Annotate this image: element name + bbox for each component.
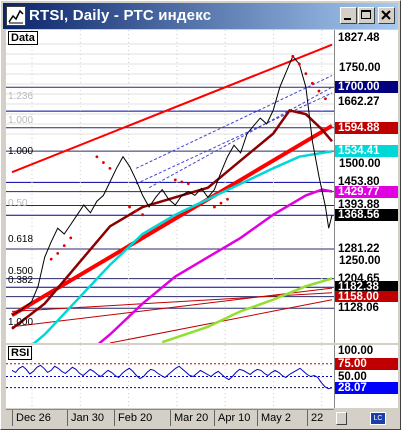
rsi-panel[interactable]: RSI xyxy=(6,345,334,408)
price-level-chip: 1700.00 xyxy=(335,81,398,94)
rsi-level-chip: 50.00 xyxy=(335,370,398,383)
lc-button[interactable]: LC xyxy=(370,412,386,425)
fib-level-label: 0.500 xyxy=(8,265,34,277)
sar-dot xyxy=(102,161,105,164)
time-tick-mark xyxy=(114,410,115,426)
sar-dot xyxy=(311,81,314,85)
time-tick-label: Jan 30 xyxy=(71,412,105,424)
rsi-axis: 100.00 75.00 50.00 28.07 xyxy=(334,345,398,408)
channel-line-inner-upper xyxy=(135,75,333,169)
price-level-chip: 1662.27 xyxy=(335,95,398,108)
time-tick-label: Dec 26 xyxy=(16,412,51,424)
price-axis: 1827.48 1700.00 1662.27 1594.88 1534.41 1453.… xyxy=(334,30,398,343)
title-bar[interactable]: RTSI, Daily - РТС индекс xyxy=(3,3,398,29)
maximize-button[interactable] xyxy=(358,7,375,24)
sar-dot xyxy=(56,251,60,255)
time-tick-label: May 2 xyxy=(261,412,291,424)
sar-dot xyxy=(95,155,99,159)
price-level-chip: 1429.77 xyxy=(335,185,398,198)
axis-corner: LC xyxy=(334,409,398,427)
sar-dot xyxy=(108,166,112,170)
moving-average-line xyxy=(32,150,333,343)
rsi-line xyxy=(11,364,333,390)
sar-dot xyxy=(297,62,301,66)
data-panel-label: Data xyxy=(8,31,38,45)
close-button[interactable] xyxy=(378,7,395,24)
fan-line xyxy=(11,292,333,312)
minimize-icon xyxy=(344,18,351,20)
time-tick-mark xyxy=(214,410,215,426)
time-tick-mark xyxy=(12,410,13,426)
price-level-chip: 1534.41 xyxy=(335,145,398,158)
time-tick-label: 22 xyxy=(311,412,324,424)
time-tick-mark xyxy=(170,410,171,426)
time-tick-mark xyxy=(67,410,68,426)
fib-level-label: 0.50 xyxy=(8,198,28,210)
moving-average-line xyxy=(97,188,333,343)
maximize-icon xyxy=(361,10,371,19)
rsi-panel-label: RSI xyxy=(8,346,33,360)
fib-level-label: 1.236 xyxy=(8,90,34,102)
price-level-chip: 1594.88 xyxy=(335,121,398,134)
moving-average-line xyxy=(161,277,333,343)
sar-dot xyxy=(128,205,131,209)
fib-level-label: 1.000 xyxy=(8,114,34,126)
time-axis: Dec 26 Jan 30 Feb 20 Mar 20 Apr 10 May 2 22 xyxy=(6,409,334,428)
time-tick-mark xyxy=(307,410,308,426)
fib-level-label: 1.000 xyxy=(8,317,34,329)
rsi-chart xyxy=(6,345,334,408)
price-line xyxy=(11,55,333,316)
rsi-level-chip: 100.00 xyxy=(335,345,398,357)
channel-line-lower xyxy=(10,124,334,317)
scroll-box[interactable] xyxy=(336,412,347,425)
price-level-chip: 1827.48 xyxy=(335,31,398,44)
fib-level-label: 0.382 xyxy=(8,274,34,286)
time-tick-label: Apr 10 xyxy=(218,412,251,424)
sar-dot xyxy=(186,182,190,186)
price-level-chip: 1128.06 xyxy=(335,302,398,315)
moving-average-line xyxy=(11,108,333,330)
sar-dot xyxy=(134,209,138,213)
price-panel[interactable]: Data 1.236 1.000 1.000 0.50 0.618 0.500 0.382 1… xyxy=(6,30,334,343)
window-title: RTSI, Daily - РТС индекс xyxy=(29,7,212,24)
sar-dot xyxy=(173,178,177,182)
time-tick-label: Feb 20 xyxy=(118,412,153,424)
fib-level-label: 1.000 xyxy=(8,146,34,158)
price-level-chip: 1281.22 xyxy=(335,243,398,255)
price-level-chip: 1453.80 xyxy=(335,176,398,189)
channel-line-upper xyxy=(11,43,333,174)
price-tick-label: 1500.00 xyxy=(339,158,381,171)
price-tick-label: 1750.00 xyxy=(339,61,381,74)
price-level-chip: 1393.88 xyxy=(335,199,398,212)
rsi-level-chip: 75.00 xyxy=(335,357,398,370)
chart-line-icon xyxy=(6,6,26,26)
fib-level-label: 0.618 xyxy=(8,234,34,245)
sar-dot xyxy=(69,236,73,240)
sar-dot xyxy=(317,89,321,93)
time-tick-mark xyxy=(257,410,258,426)
sar-dot xyxy=(304,72,308,76)
sar-dot xyxy=(180,180,184,184)
fan-line xyxy=(11,287,333,328)
sar-dot xyxy=(62,244,66,248)
rsi-level-chip: 28.07 xyxy=(335,381,398,394)
price-tick-label: 1250.00 xyxy=(339,255,381,268)
sar-dot xyxy=(141,213,145,217)
time-tick-label: Mar 20 xyxy=(174,412,209,424)
price-chart xyxy=(6,30,334,343)
sar-dot xyxy=(226,197,229,201)
sar-dot xyxy=(291,54,295,58)
price-level-chip: 1182.38 xyxy=(335,281,398,294)
minimize-button[interactable] xyxy=(340,7,357,24)
channel-line-inner-lower xyxy=(135,92,333,185)
close-icon xyxy=(381,10,391,20)
sar-dot xyxy=(219,201,223,205)
price-level-chip: 1158.00 xyxy=(335,290,398,303)
sar-dot xyxy=(49,257,53,261)
price-level-chip: 1368.56 xyxy=(335,209,398,222)
sar-dot xyxy=(213,205,216,209)
sar-dot xyxy=(324,97,327,101)
